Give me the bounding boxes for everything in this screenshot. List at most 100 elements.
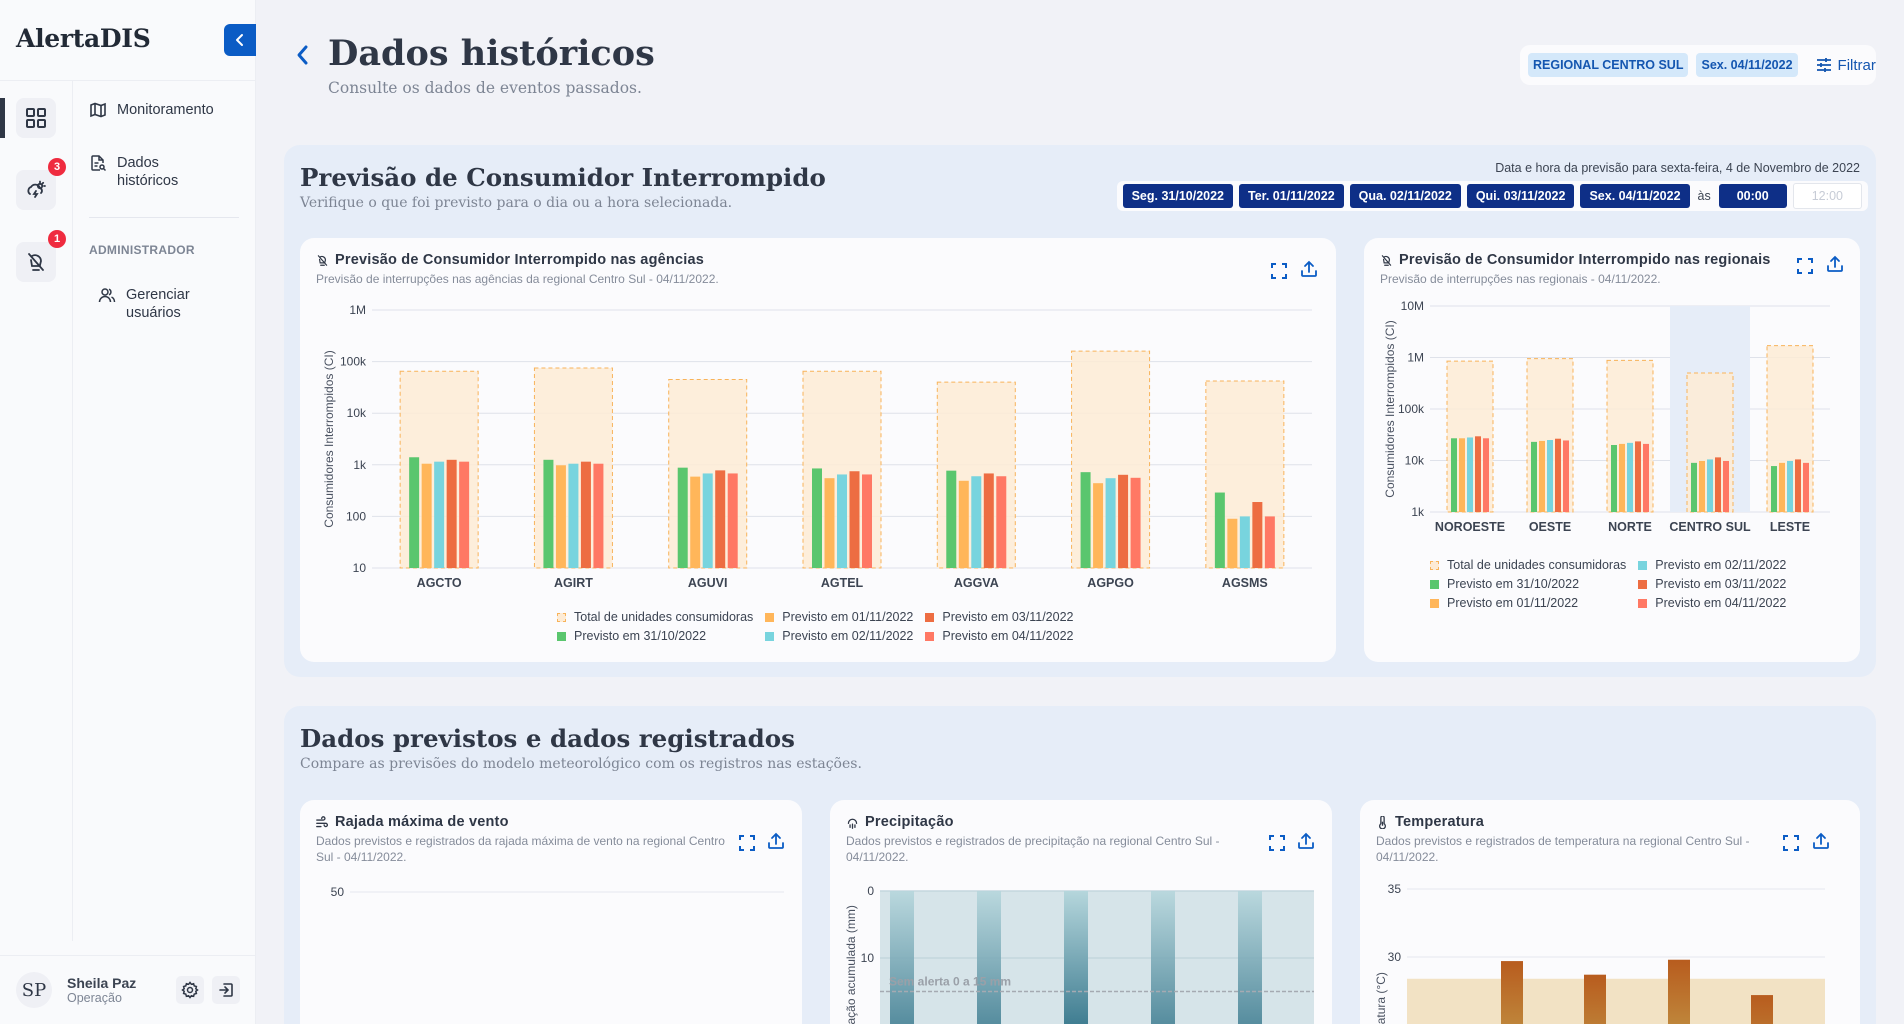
export-button[interactable] [765, 830, 787, 852]
chart-card-regionais: Previsão de Consumidor Interrompido nas … [1364, 238, 1860, 662]
settings-button[interactable] [176, 976, 204, 1004]
y-axis-label: Temperatura (°C) [1374, 972, 1388, 1024]
legend-item[interactable]: Previsto em 02/11/2022 [1638, 558, 1786, 572]
y-tick-label: 35 [1388, 882, 1402, 896]
rail-dashboard-button[interactable] [16, 98, 56, 138]
expand-icon [1271, 263, 1287, 279]
sliders-icon [1816, 58, 1831, 72]
date-button[interactable]: Ter. 01/11/2022 [1239, 184, 1344, 208]
nav-item-monitoramento[interactable]: Monitoramento [89, 101, 239, 119]
time-button-0000[interactable]: 00:00 [1718, 184, 1787, 208]
brand-logo: AlertaDIS [16, 24, 151, 53]
legend-item[interactable]: Previsto em 02/11/2022 [765, 629, 913, 643]
legend-swatch [1638, 579, 1648, 589]
series-bar [996, 476, 1007, 568]
user-profile: SP Sheila Paz Operação [16, 972, 136, 1008]
section-title: Dados previstos e dados registrados [300, 724, 795, 753]
date-button[interactable]: Qua. 02/11/2022 [1349, 184, 1461, 208]
legend-label: Previsto em 04/11/2022 [1655, 596, 1787, 610]
back-button[interactable] [292, 42, 314, 68]
series-bar [1619, 443, 1625, 512]
legend-label: Previsto em 01/11/2022 [1447, 596, 1579, 610]
card-subtitle: Dados previstos e registrados de precipi… [846, 834, 1220, 864]
y-axis-label: Consumidores Interrompidos (CI) [322, 350, 336, 527]
nav-item-label: Monitoramento [117, 102, 214, 118]
gear-icon [181, 981, 199, 999]
page-subtitle: Consulte os dados de eventos passados. [328, 79, 642, 97]
card-title-text: Previsão de Consumidor Interrompido nas … [335, 252, 704, 268]
card-subtitle: Previsão de interrupções nas agências da… [316, 272, 719, 286]
filter-button[interactable]: Filtrar [1816, 57, 1876, 74]
upload-icon [1827, 255, 1843, 272]
section-subtitle: Compare as previsões do modelo meteoroló… [300, 756, 862, 772]
series-bar [1771, 466, 1777, 512]
user-name: Sheila Paz [67, 975, 137, 991]
y-axis-label: Precipitação acumulada (mm) [844, 905, 858, 1024]
logout-button[interactable] [212, 976, 240, 1004]
nav-item-dados-historicos[interactable]: Dados históricos [89, 154, 199, 190]
legend-swatch [925, 631, 935, 641]
series-bar [1691, 462, 1697, 512]
x-tick-label: CENTRO SUL [1669, 520, 1751, 534]
rain-cloud-icon [847, 818, 858, 829]
series-bar [434, 461, 445, 568]
legend-item[interactable]: Previsto em 31/10/2022 [557, 629, 753, 643]
expand-button[interactable] [1266, 832, 1288, 854]
y-tick-label: 0 [867, 884, 874, 898]
chart-regionais: 1k 10k 100k 1M 10M Consumidores Interrompidos… [1383, 299, 1830, 534]
legend-swatch [1430, 560, 1439, 570]
expand-icon [1269, 835, 1285, 851]
expand-icon [1783, 835, 1799, 851]
nav-item-gerenciar-usuarios[interactable]: Gerenciar usuários [98, 286, 208, 322]
legend-swatch [557, 631, 566, 641]
legend-item[interactable]: Previsto em 01/11/2022 [1430, 596, 1626, 610]
chart-agencias: 10 100 1k 10k 100k 1M Consumidores Interrompid… [322, 303, 1312, 590]
rail-weather-alerts-button[interactable]: 3 [16, 158, 66, 210]
date-button[interactable]: Qui. 03/11/2022 [1466, 184, 1575, 208]
export-button[interactable] [1295, 830, 1317, 852]
legend-item[interactable]: Total de unidades consumidoras [1430, 558, 1626, 572]
legend-item[interactable]: Previsto em 03/11/2022 [925, 610, 1074, 624]
legend-item[interactable]: Total de unidades consumidoras [557, 610, 753, 624]
bell-off-icon [317, 254, 328, 266]
date-button[interactable]: Seg. 31/10/2022 [1122, 184, 1234, 208]
series-bar [1080, 472, 1091, 568]
expand-button[interactable] [1794, 255, 1816, 277]
series-bar [1118, 474, 1129, 568]
y-tick-label: 30 [1388, 950, 1402, 964]
chart-card-temperatura: Temperatura Dados previstos e registrado… [1360, 800, 1860, 1024]
card-title-text: Precipitação [865, 814, 954, 830]
y-tick-label: 100k [1398, 402, 1425, 416]
export-button[interactable] [1824, 253, 1846, 275]
at-label: às [1697, 189, 1711, 203]
series-bar [1803, 462, 1809, 512]
date-button[interactable]: Sex. 04/11/2022 [1580, 184, 1690, 208]
chart-card-vento: Rajada máxima de vento Dados previstos e… [300, 800, 802, 1024]
collapse-sidebar-button[interactable] [224, 24, 256, 56]
y-tick-label: 1M [349, 303, 366, 317]
export-button[interactable] [1298, 258, 1320, 280]
export-button[interactable] [1810, 830, 1832, 852]
rail-interruptions-button[interactable]: 1 [16, 230, 66, 282]
legend-item[interactable]: Previsto em 31/10/2022 [1430, 577, 1626, 591]
legend-item[interactable]: Previsto em 01/11/2022 [765, 610, 913, 624]
filter-chip-regional[interactable]: REGIONAL CENTRO SUL [1528, 53, 1689, 77]
filter-chip-date[interactable]: Sex. 04/11/2022 [1696, 53, 1798, 77]
series-bar [1555, 438, 1561, 512]
legend-item[interactable]: Previsto em 04/11/2022 [1638, 596, 1786, 610]
legend-item[interactable]: Previsto em 04/11/2022 [925, 629, 1074, 643]
upload-icon [1298, 832, 1314, 849]
series-bar [409, 457, 420, 568]
x-tick-label: AGTEL [821, 576, 864, 590]
legend-item[interactable]: Previsto em 03/11/2022 [1638, 577, 1786, 591]
legend-label: Previsto em 03/11/2022 [1655, 577, 1787, 591]
series-bar [849, 471, 860, 568]
expand-button[interactable] [1268, 260, 1290, 282]
legend-swatch [1638, 598, 1648, 608]
series-bar [1707, 459, 1713, 512]
expand-icon [739, 835, 755, 851]
expand-button[interactable] [1780, 832, 1802, 854]
card-title: Previsão de Consumidor Interrompido nas … [316, 252, 704, 268]
active-indicator [0, 98, 5, 138]
expand-button[interactable] [736, 832, 758, 854]
